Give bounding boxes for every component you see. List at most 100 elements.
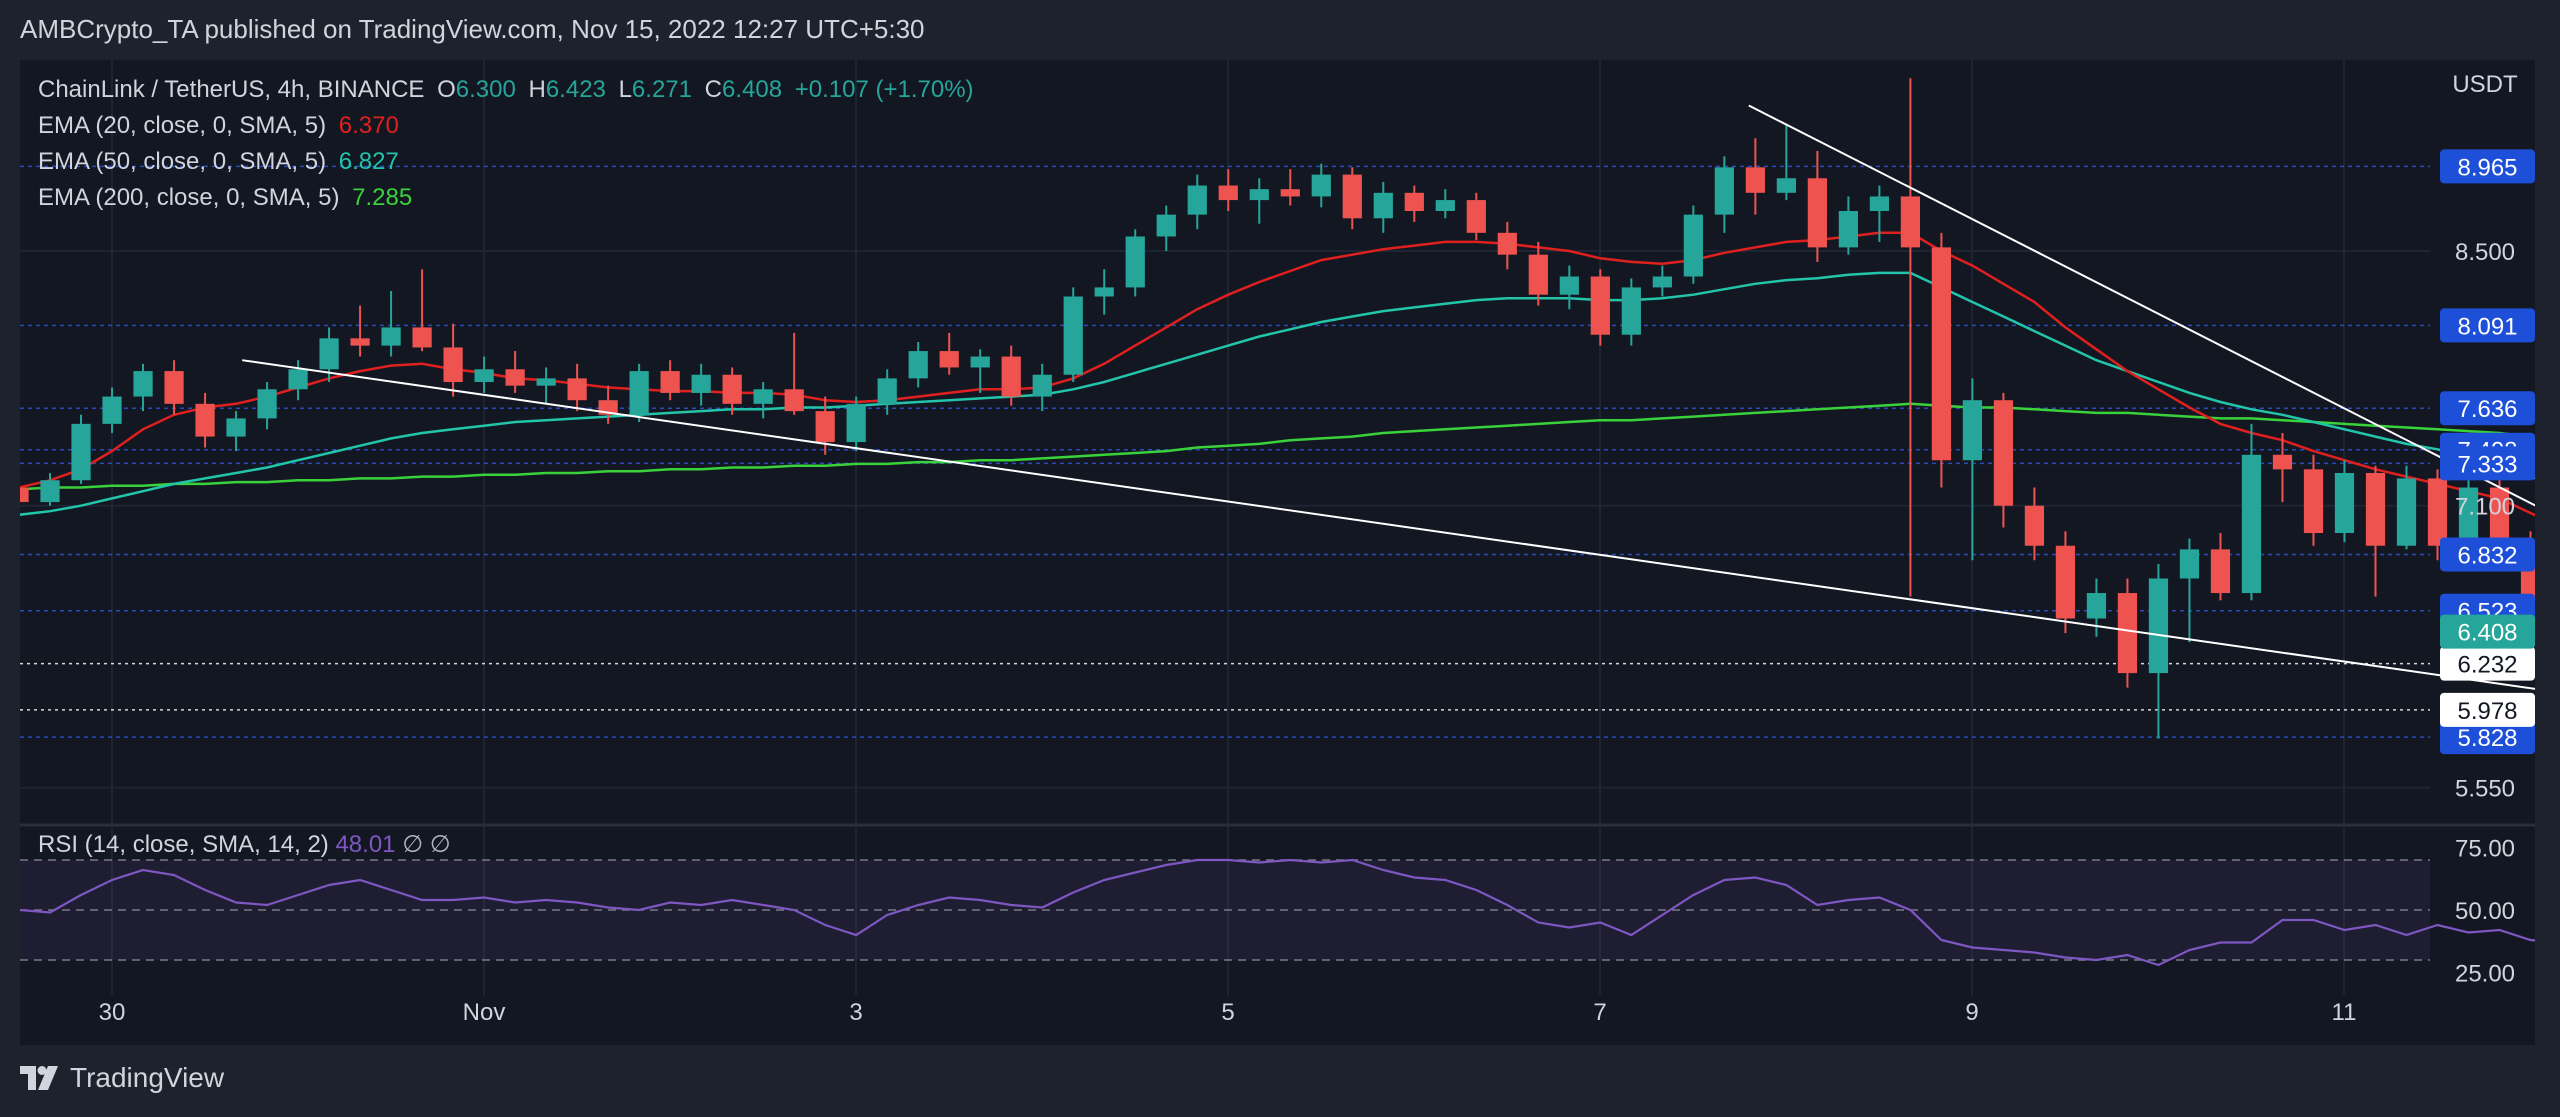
time-axis[interactable]: 30Nov3579111416182123 [99, 999, 2535, 1026]
legend-open-label: O [437, 76, 456, 103]
legend-ema200-row[interactable]: EMA (200, close, 0, SMA, 5) 7.285 [38, 180, 980, 216]
candle [133, 363, 153, 412]
candle-body [2055, 545, 2076, 619]
price-level-tag: 7.333 [2440, 446, 2535, 481]
price-level-tag-text: 8.965 [2457, 154, 2517, 181]
candle [20, 480, 29, 510]
rsi-tick-label: 25.00 [2455, 961, 2515, 988]
candle [2396, 465, 2417, 550]
price-tick-label: 7.100 [2455, 494, 2515, 521]
candle [288, 360, 308, 401]
price-level-tag: 8.965 [2440, 149, 2535, 184]
candle-body [20, 487, 29, 503]
rsi-legend[interactable]: RSI (14, close, SMA, 14, 2) 48.01 ∅ ∅ [38, 830, 451, 859]
price-level-tag-text: 6.832 [2457, 542, 2517, 569]
price-level-tag-text: 5.828 [2457, 725, 2517, 752]
legend-high-label: H [528, 76, 546, 103]
legend-high: 6.423 [545, 76, 606, 103]
candle [505, 351, 525, 393]
candle [1528, 241, 1548, 306]
candle-body [1466, 200, 1486, 233]
candle-body [939, 351, 959, 368]
candle [412, 269, 432, 352]
candle-body [1776, 178, 1796, 193]
legend-symbol[interactable]: ChainLink / TetherUS, 4h, BINANCE [38, 76, 425, 103]
price-level-tag-box [2440, 720, 2535, 755]
candle-body [2396, 478, 2417, 546]
candle [815, 396, 835, 455]
candle-body [1869, 196, 1890, 211]
candle-body [1249, 189, 1269, 201]
candle-body [195, 403, 215, 437]
candle-body [1497, 232, 1517, 255]
price-level-tag-white-text: 6.232 [2457, 652, 2517, 679]
candle [1466, 192, 1486, 241]
candle [753, 382, 773, 419]
candle-body [1590, 276, 1610, 335]
candle-body [1652, 276, 1672, 288]
candle-body [2210, 549, 2231, 594]
candle-body [1187, 185, 1207, 215]
legend-low-label: L [618, 76, 632, 103]
tradingview-logo-icon [20, 1066, 58, 1090]
candle-body [908, 351, 928, 379]
candle-body [567, 378, 587, 401]
candle [102, 387, 122, 433]
candle-body [1342, 174, 1362, 219]
candle-body [1528, 254, 1548, 295]
time-tick-label: 5 [1221, 999, 1234, 1026]
rsi-line [20, 858, 2535, 967]
price-axis[interactable]: USDT 8.500 7.100 5.550 75.00 50.00 25.00 8.965 8… [2440, 71, 2535, 988]
time-tick-label: 3 [849, 999, 862, 1026]
footer[interactable]: TradingView [20, 1062, 224, 1094]
price-level-tag-white-box [2440, 646, 2535, 681]
chart-legend: ChainLink / TetherUS, 4h, BINANCE O6.300… [38, 72, 980, 216]
chart-canvas[interactable]: USDT 8.500 7.100 5.550 75.00 50.00 25.00 8.965 8… [20, 60, 2535, 1045]
candle [1714, 156, 1734, 233]
candle [691, 363, 711, 406]
candle [226, 411, 246, 452]
price-level-tag: 7.636 [2440, 391, 2535, 426]
candle-body [1032, 374, 1052, 397]
rsi-legend-label: RSI (14, close, SMA, 14, 2) [38, 831, 329, 858]
candle-body [1621, 287, 1641, 335]
price-tick-label: 5.550 [2455, 776, 2515, 803]
candle-body [1404, 192, 1424, 211]
legend-ema50-row[interactable]: EMA (50, close, 0, SMA, 5) 6.827 [38, 144, 980, 180]
candle-body [1993, 400, 2014, 506]
candle-body [753, 389, 773, 404]
candle [1838, 196, 1858, 255]
candle [1869, 185, 1890, 242]
candle [381, 291, 401, 357]
legend-ema20-row[interactable]: EMA (20, close, 0, SMA, 5) 6.370 [38, 108, 980, 144]
candle [1621, 278, 1641, 346]
candle [722, 367, 742, 415]
candle [1497, 221, 1517, 270]
candle-body [1931, 247, 1952, 461]
candle-body [164, 371, 184, 404]
candle [1342, 167, 1362, 230]
candle [1807, 150, 1827, 262]
candle [1249, 178, 1269, 224]
candle [1063, 287, 1083, 383]
candle [784, 332, 804, 415]
legend-close: 6.408 [722, 76, 783, 103]
candle [908, 341, 928, 388]
candle-body [1094, 287, 1114, 297]
ema20-line [20, 231, 2535, 517]
candle-body [443, 347, 463, 383]
chart-background [20, 60, 2535, 1045]
candle-body [1156, 214, 1176, 237]
candle-body [660, 371, 680, 393]
candle-body [629, 371, 649, 415]
horizontal-levels [20, 165, 2430, 738]
candle-body [691, 374, 711, 393]
chart-frame[interactable]: USDT 8.500 7.100 5.550 75.00 50.00 25.00 8.965 8… [20, 60, 2535, 1045]
price-level-tag-box [2440, 391, 2535, 426]
candle [2055, 531, 2076, 634]
candle [1776, 123, 1796, 201]
price-level-tag-white-text: 5.978 [2457, 698, 2517, 725]
candle [567, 363, 587, 412]
axis-unit-label: USDT [2452, 71, 2518, 98]
candles [20, 78, 2535, 739]
